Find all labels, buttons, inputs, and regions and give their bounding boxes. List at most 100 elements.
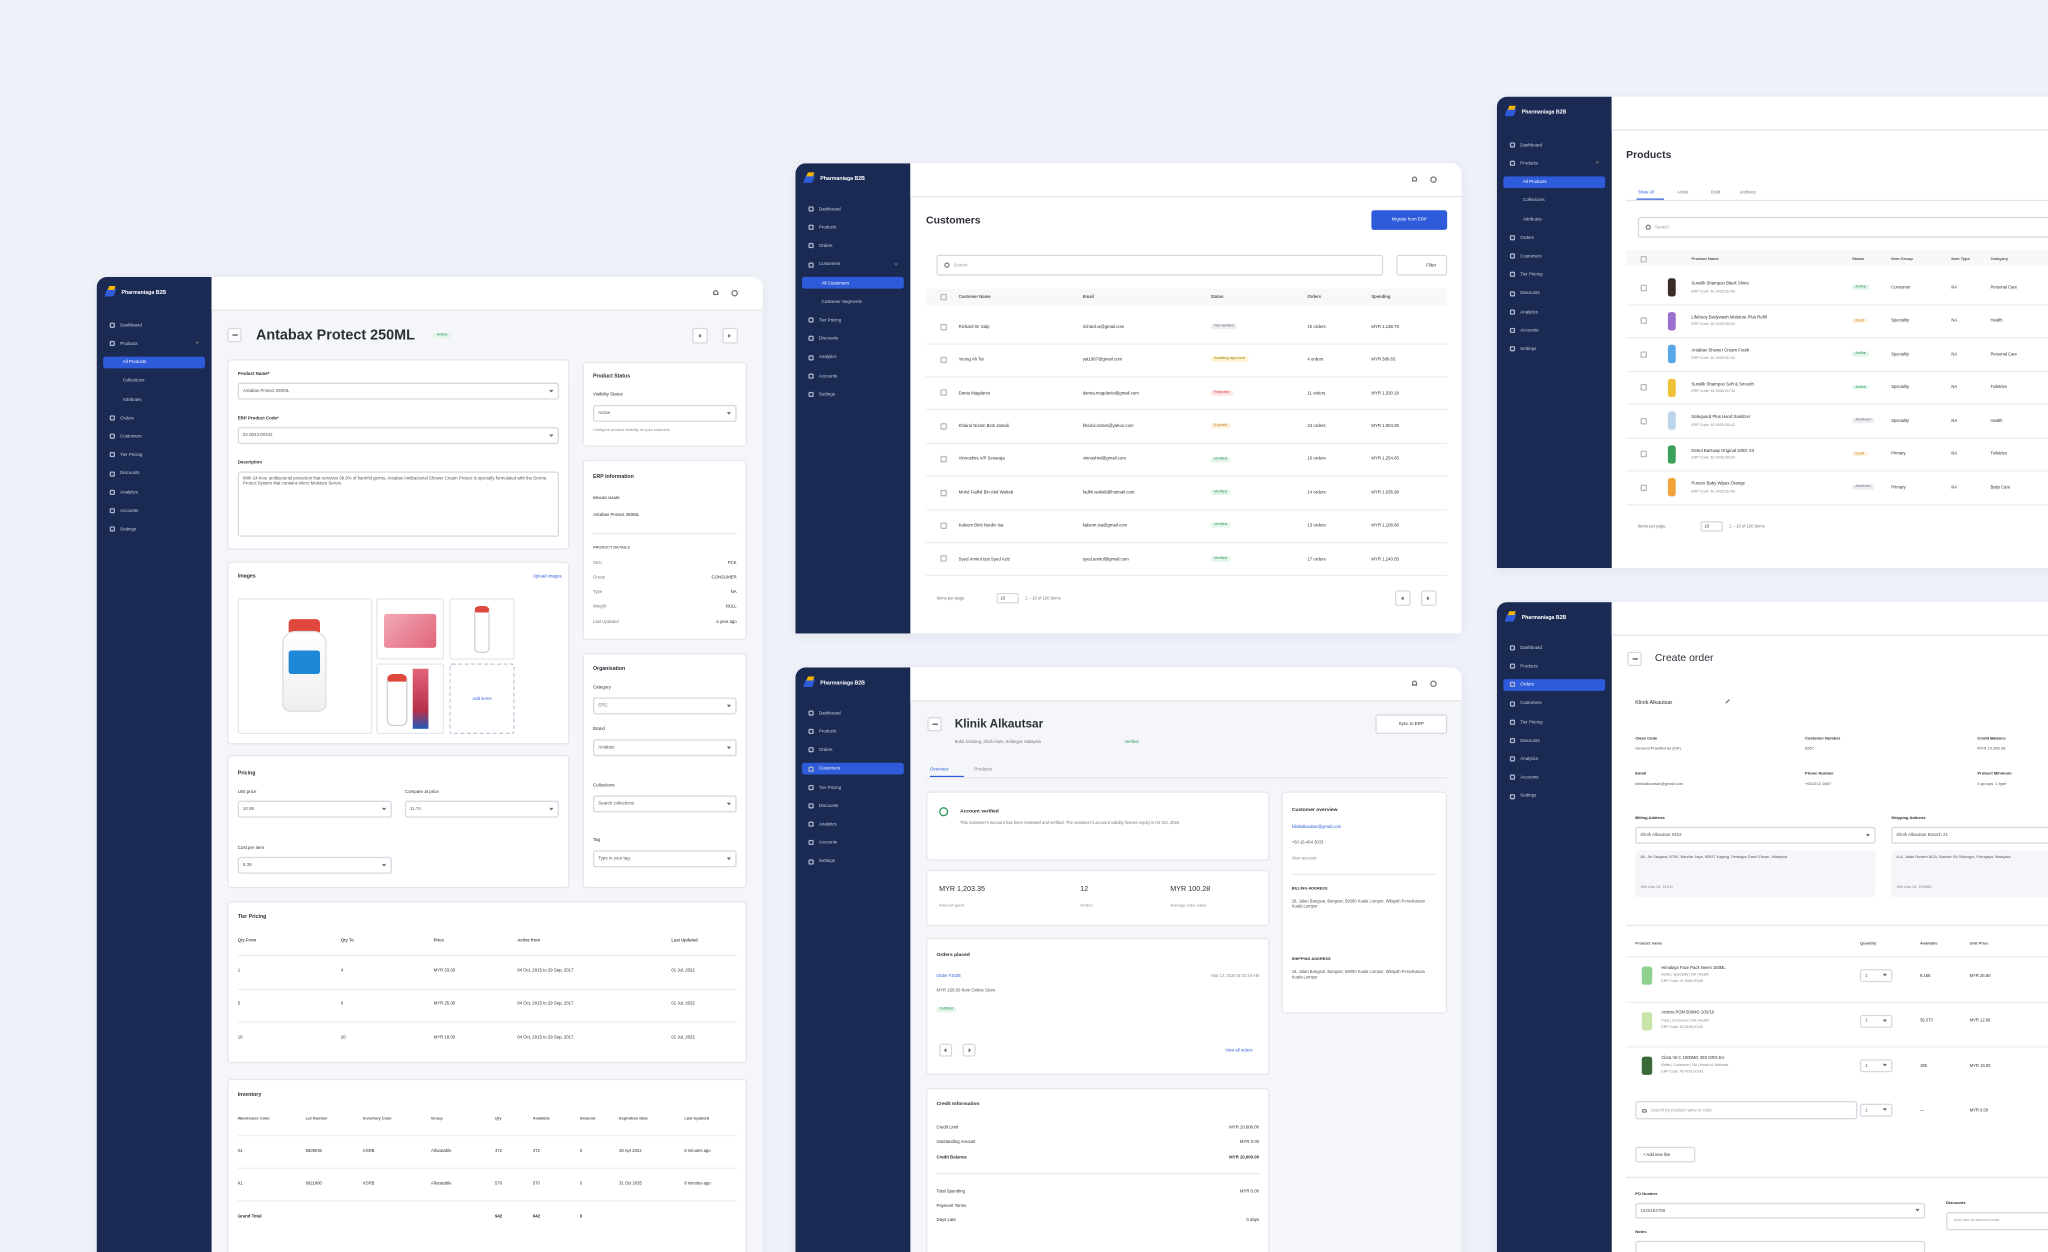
icon-button[interactable] — [1635, 1146, 1696, 1163]
nav-item[interactable]: Dashboard — [1520, 142, 1542, 148]
icon-button[interactable] — [1375, 714, 1448, 735]
select[interactable] — [1635, 1202, 1926, 1219]
search-box[interactable] — [936, 254, 1384, 276]
user-icon[interactable] — [1430, 680, 1437, 688]
nav-item[interactable]: Analytics — [120, 489, 138, 495]
search-box[interactable] — [1635, 1101, 1858, 1120]
user-icon[interactable] — [1430, 176, 1437, 183]
checkbox[interactable] — [940, 422, 947, 430]
nav-item[interactable]: Collections — [122, 377, 145, 384]
tab[interactable]: Active — [1677, 189, 1689, 195]
tab[interactable]: Archives — [1739, 189, 1756, 195]
nav-item[interactable]: Products — [1520, 663, 1538, 669]
tab[interactable]: Draft — [1710, 189, 1721, 195]
nav-item[interactable]: Tier Pricing — [1520, 271, 1543, 278]
icon-button[interactable] — [722, 327, 738, 344]
nav-item[interactable]: Discounts — [1520, 290, 1540, 296]
nav-item[interactable]: Tier Pricing — [818, 317, 842, 323]
checkbox[interactable] — [940, 389, 947, 397]
checkbox[interactable] — [1640, 317, 1647, 324]
search-box[interactable] — [1637, 216, 2048, 238]
nav-item[interactable]: Discounts — [1520, 737, 1540, 743]
nav-item[interactable]: Accounts — [120, 507, 139, 514]
nav-item[interactable]: Customers — [120, 433, 142, 439]
link[interactable]: Add items — [472, 695, 492, 702]
link[interactable]: Order #1026 — [936, 972, 961, 979]
tab[interactable]: Products — [974, 766, 992, 772]
checkbox[interactable] — [1640, 383, 1647, 391]
bell-icon[interactable] — [1411, 176, 1418, 182]
nav-item[interactable]: Accounts — [818, 840, 838, 846]
select[interactable] — [1891, 826, 2048, 844]
select[interactable] — [1859, 1059, 1893, 1073]
nav-item[interactable]: Dashboard — [818, 206, 841, 212]
select[interactable] — [592, 795, 737, 813]
icon-button[interactable] — [1421, 590, 1437, 607]
checkbox[interactable] — [940, 455, 947, 463]
nav-item[interactable]: Discounts — [120, 470, 140, 476]
nav-item[interactable]: Tier Pricing — [818, 784, 842, 790]
nav-item[interactable]: Analytics — [818, 354, 837, 360]
nav-item[interactable]: Accounts — [1520, 774, 1539, 780]
per-page-select[interactable] — [1700, 521, 1723, 532]
nav-item[interactable]: Tier Pricing — [120, 452, 143, 458]
select[interactable] — [592, 697, 737, 715]
select[interactable] — [1859, 969, 1893, 983]
nav-item[interactable]: Dashboard — [120, 322, 142, 328]
primary-button[interactable] — [1371, 210, 1448, 230]
nav-item[interactable]: Accounts — [818, 372, 838, 379]
nav-item[interactable]: Tier Pricing — [1520, 719, 1543, 725]
nav-item[interactable]: Products — [818, 728, 837, 735]
select[interactable] — [1859, 1103, 1893, 1117]
select[interactable] — [237, 382, 560, 400]
select[interactable] — [592, 404, 737, 422]
nav-item[interactable]: Products — [818, 224, 837, 230]
nav-item[interactable]: Products — [1520, 160, 1538, 166]
select[interactable] — [237, 427, 560, 445]
nav-item[interactable]: Settings — [818, 858, 835, 864]
nav-item[interactable]: Dashboard — [818, 710, 841, 716]
nav-item[interactable]: Orders — [818, 747, 833, 753]
link[interactable]: Upload images — [532, 573, 562, 579]
nav-item[interactable]: Orders — [818, 243, 833, 249]
nav-item[interactable]: Products — [120, 340, 138, 347]
nav-item[interactable]: All Products — [1522, 179, 1547, 185]
nav-item[interactable]: Discounts — [818, 335, 839, 342]
link[interactable]: View account — [1291, 855, 1317, 861]
nav-item[interactable]: Customer Segments — [821, 298, 862, 305]
nav-item[interactable]: Customers — [818, 261, 841, 267]
checkbox[interactable] — [940, 489, 947, 496]
checkbox[interactable] — [940, 323, 947, 330]
nav-item[interactable]: All Customers — [821, 280, 850, 286]
checkbox[interactable] — [940, 356, 947, 363]
per-page-select[interactable] — [996, 592, 1019, 604]
nav-item[interactable]: Accounts — [1520, 327, 1539, 333]
icon-button[interactable] — [939, 1043, 953, 1057]
select[interactable] — [592, 850, 737, 868]
nav-item[interactable]: Settings — [120, 526, 137, 532]
nav-item[interactable]: Orders — [1520, 234, 1534, 241]
checkbox[interactable] — [1640, 284, 1647, 291]
nav-item[interactable]: Attributes — [122, 396, 142, 402]
checkbox[interactable] — [1640, 483, 1647, 491]
icon-button[interactable] — [1394, 590, 1411, 607]
notes-box[interactable] — [1635, 1240, 1926, 1252]
nav-item[interactable]: Customers — [818, 765, 841, 772]
nav-item[interactable]: Collections — [1522, 197, 1545, 203]
icon-button[interactable] — [1396, 254, 1448, 276]
nav-item[interactable]: Dashboard — [1520, 644, 1542, 651]
nav-item[interactable]: Orders — [120, 415, 134, 421]
select[interactable] — [237, 856, 392, 874]
checkbox[interactable] — [940, 522, 947, 529]
checkbox[interactable] — [1640, 450, 1647, 458]
select[interactable] — [1635, 826, 1876, 844]
select[interactable] — [1859, 1014, 1893, 1028]
nav-item[interactable]: Customers — [1520, 700, 1542, 706]
nav-item[interactable]: Analytics — [818, 821, 837, 827]
select[interactable] — [404, 800, 560, 818]
bell-icon[interactable] — [713, 289, 719, 296]
icon-button[interactable] — [962, 1043, 976, 1057]
select[interactable] — [592, 739, 737, 757]
nav-item[interactable]: Discounts — [818, 802, 839, 809]
discount-box[interactable] — [1946, 1212, 2048, 1231]
